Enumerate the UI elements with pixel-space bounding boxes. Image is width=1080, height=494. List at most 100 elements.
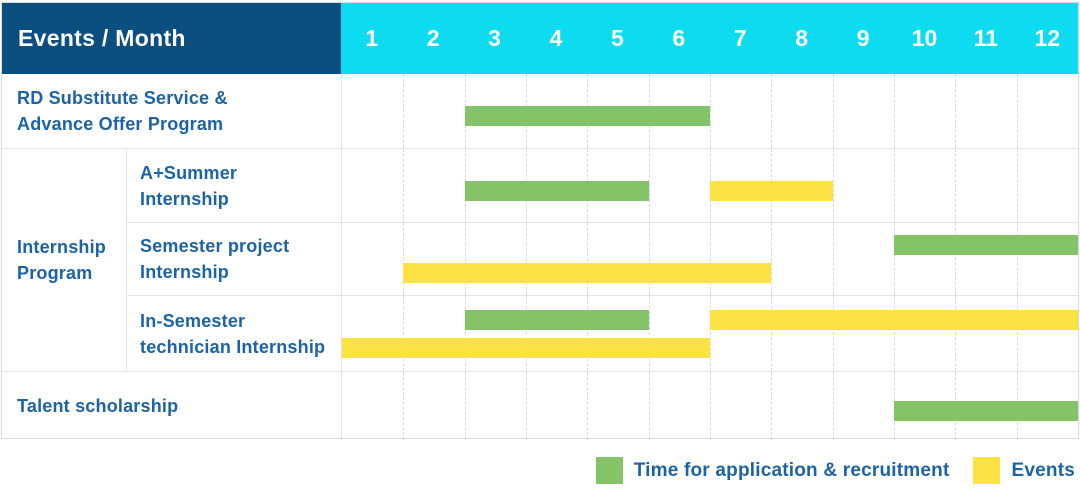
month-gridline bbox=[526, 223, 527, 295]
legend-swatch-green bbox=[595, 457, 623, 484]
bar-track bbox=[342, 263, 1078, 283]
bar-track bbox=[342, 337, 1078, 358]
chart-area bbox=[341, 149, 1078, 222]
month-gridline bbox=[1016, 223, 1018, 295]
bar-track bbox=[342, 106, 1078, 126]
row-label-line: Talent scholarship bbox=[17, 396, 179, 416]
month-label-10: 10 bbox=[911, 25, 938, 51]
gantt-bar-yellow bbox=[710, 180, 833, 201]
row-label-line: RD Substitute Service & bbox=[17, 88, 228, 108]
bar-lines bbox=[342, 296, 1078, 371]
month-gridline bbox=[894, 296, 895, 371]
month-gridline bbox=[526, 296, 527, 371]
bar-track bbox=[342, 180, 1078, 201]
month-gridline bbox=[403, 296, 405, 371]
month-gridline bbox=[832, 372, 834, 440]
gantt-bar-green bbox=[464, 106, 710, 126]
month-gridline bbox=[587, 223, 589, 295]
chart-area bbox=[341, 223, 1078, 295]
month-label-2: 2 bbox=[426, 25, 440, 51]
row-label-line: technician Internship bbox=[140, 336, 326, 357]
row-label-line: Internship bbox=[140, 188, 230, 209]
event-subrow-label: In-Semester technician Internship bbox=[127, 296, 341, 371]
month-label-5: 5 bbox=[611, 25, 624, 51]
month-gridline bbox=[710, 372, 711, 440]
gantt-bar-yellow bbox=[403, 263, 772, 283]
row-label-line: In-Semester bbox=[140, 310, 246, 331]
month-gridline bbox=[403, 149, 405, 222]
month-gridline bbox=[955, 223, 957, 295]
row-label-line: Internship bbox=[17, 237, 107, 257]
legend-item-green: Time for application & recruitment bbox=[595, 457, 950, 484]
month-gridline bbox=[464, 372, 466, 440]
month-gridline bbox=[710, 296, 711, 371]
month-label-1: 1 bbox=[365, 25, 379, 51]
event-subrow: In-Semester technician Internship bbox=[127, 295, 1078, 371]
month-gridline bbox=[710, 74, 711, 148]
event-row: Talent scholarship bbox=[2, 371, 1078, 440]
legend-swatch-yellow bbox=[973, 457, 1001, 484]
legend-label: Events bbox=[1011, 459, 1075, 481]
row-label-line: Semester project bbox=[140, 236, 290, 256]
month-label-6: 6 bbox=[672, 25, 686, 51]
month-label-8: 8 bbox=[795, 25, 809, 51]
month-label-9: 9 bbox=[856, 25, 870, 51]
month-gridline bbox=[1016, 149, 1018, 222]
month-gridline bbox=[894, 149, 895, 222]
gantt-bar-yellow bbox=[710, 309, 1078, 330]
legend-label: Time for application & recruitment bbox=[633, 459, 950, 481]
month-gridline bbox=[894, 223, 895, 295]
row-label-line: Program bbox=[17, 263, 93, 283]
month-gridline bbox=[832, 149, 834, 222]
month-gridline bbox=[832, 296, 834, 371]
gantt-bar-green bbox=[464, 309, 649, 330]
month-gridline bbox=[648, 149, 650, 222]
table-header-row: Events / Month 1 2 3 4 5 6 7 8 9 10 11 12 bbox=[2, 3, 1078, 74]
event-row: RD Substitute Service & Advance Offer Pro… bbox=[2, 74, 1078, 148]
event-subrow: A+Summer Internship bbox=[127, 149, 1078, 222]
month-gridline bbox=[1016, 296, 1018, 371]
month-gridline bbox=[771, 223, 773, 295]
month-gridline bbox=[587, 296, 589, 371]
month-gridline bbox=[955, 74, 957, 148]
month-label-12: 12 bbox=[1034, 25, 1061, 51]
chart-legend: Time for application & recruitment Events bbox=[595, 439, 1075, 494]
month-gridline bbox=[832, 223, 834, 295]
month-gridline bbox=[648, 223, 650, 295]
group-subrows: A+Summer Internship Semester project Intern… bbox=[127, 149, 1078, 371]
month-gridline bbox=[771, 372, 773, 440]
gantt-bar-green bbox=[894, 235, 1078, 255]
group-row-internship-program: Internship Program A+Summer Internship Semes… bbox=[2, 148, 1078, 371]
bar-track bbox=[342, 309, 1078, 330]
month-gridline bbox=[403, 74, 405, 148]
row-label-line: A+Summer bbox=[140, 162, 238, 183]
row-label-line: Internship bbox=[140, 262, 230, 282]
month-label-4: 4 bbox=[549, 25, 563, 51]
month-label-3: 3 bbox=[488, 25, 501, 51]
bar-track bbox=[342, 401, 1078, 421]
month-gridline bbox=[832, 74, 834, 148]
month-gridline bbox=[403, 372, 405, 440]
legend-item-yellow: Events bbox=[973, 457, 1075, 484]
bar-track bbox=[342, 235, 1078, 255]
month-gridline bbox=[955, 296, 957, 371]
month-gridline bbox=[587, 372, 589, 440]
events-table: Events / Month 1 2 3 4 5 6 7 8 9 10 11 12 RD Substi… bbox=[1, 2, 1079, 440]
month-gridline bbox=[403, 223, 405, 295]
month-gridline bbox=[526, 372, 527, 440]
event-row-label: RD Substitute Service & Advance Offer Pro… bbox=[2, 74, 341, 148]
month-label-7: 7 bbox=[733, 25, 747, 51]
month-gridline bbox=[1016, 74, 1018, 148]
bar-lines bbox=[342, 79, 1078, 148]
month-header-row: 1 2 3 4 5 6 7 8 9 10 11 12 bbox=[341, 3, 1078, 74]
month-gridline bbox=[771, 74, 773, 148]
event-row-label: Talent scholarship bbox=[2, 372, 341, 440]
month-gridline bbox=[648, 296, 650, 371]
gantt-bar-yellow bbox=[342, 337, 710, 358]
gantt-bar-green bbox=[894, 401, 1078, 421]
month-gridline bbox=[955, 149, 957, 222]
row-label-line: Advance Offer Program bbox=[17, 114, 224, 134]
event-subrow-label: Semester project Internship bbox=[127, 223, 341, 295]
chart-area bbox=[341, 296, 1078, 371]
